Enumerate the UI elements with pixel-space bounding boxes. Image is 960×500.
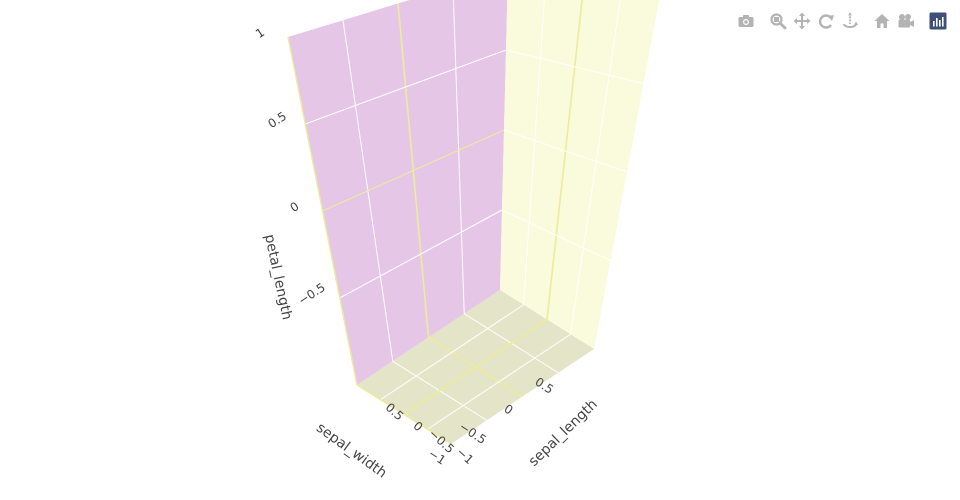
z-gridline (339, 209, 503, 299)
pan-icon (793, 12, 811, 30)
orbit-icon (819, 14, 834, 29)
home-icon (874, 14, 890, 28)
x-axis-line (356, 384, 452, 445)
y-gridline (380, 304, 524, 401)
z-tick-label: 1 (253, 25, 267, 41)
z-axis-title: petal_length (261, 233, 295, 322)
x-axis-title: sepal_width (313, 420, 389, 482)
z-axis-line (287, 36, 358, 386)
y-axis-title: sepal_length (526, 396, 601, 469)
y-gridline (427, 333, 571, 430)
y-zeroline (403, 318, 548, 416)
right-wall-pane (500, 0, 660, 349)
scene[interactable] (287, 0, 660, 445)
download-plot-button[interactable] (734, 10, 758, 32)
z-tick-label: −0.5 (296, 280, 328, 308)
plotly-logo-icon (929, 12, 947, 30)
turntable-icon (843, 12, 858, 28)
camera-icon (738, 15, 754, 27)
reset-camera-button[interactable] (870, 10, 894, 32)
pan-button[interactable] (790, 10, 814, 32)
z-tick-label: 0 (287, 199, 301, 215)
zoom-icon (770, 13, 787, 30)
z-gridline (503, 129, 628, 173)
z-gridline (305, 49, 507, 125)
left-wall-pane (288, 0, 508, 385)
z-zeroline (322, 129, 505, 212)
turntable-rotation-button[interactable] (838, 10, 862, 32)
z-gridline (501, 209, 611, 261)
camera-view-icon (898, 14, 914, 28)
modebar (734, 10, 950, 32)
z-tick-label: 0.5 (265, 109, 289, 131)
zoom-button[interactable] (766, 10, 790, 32)
y-tick-label: −1 (454, 445, 477, 467)
grid-lines (287, 0, 644, 445)
z-gridline (505, 49, 644, 84)
plotly-logo-link[interactable] (926, 10, 950, 32)
orbit-rotation-button[interactable] (814, 10, 838, 32)
last-saved-view-button[interactable] (894, 10, 918, 32)
